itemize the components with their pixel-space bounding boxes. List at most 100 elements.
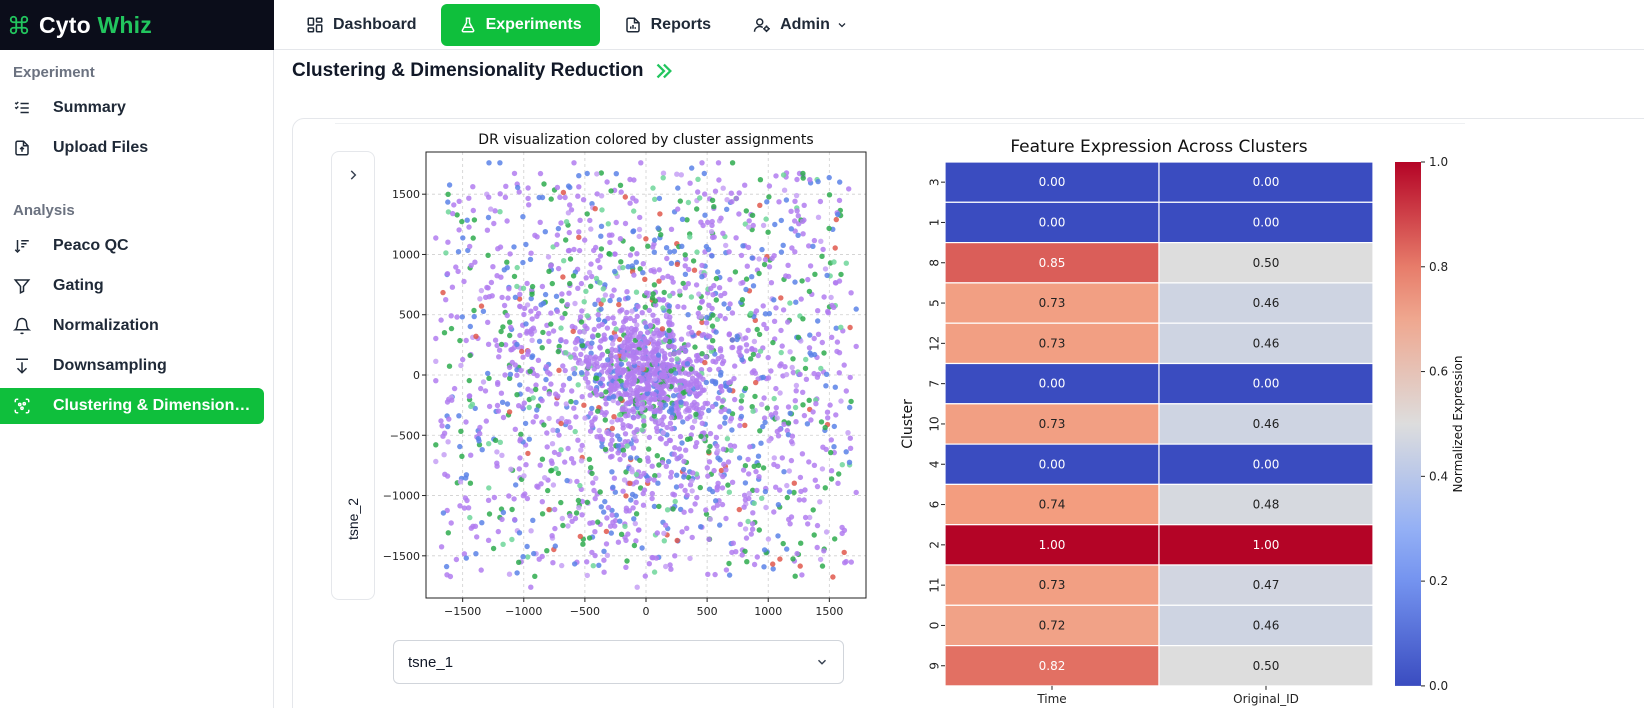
scatter-chart[interactable]: DR visualization colored by cluster assi… [378, 130, 868, 630]
sidebar-item-gating[interactable]: Gating [0, 268, 264, 304]
scatter-point [539, 345, 545, 351]
user-cog-icon [753, 17, 770, 32]
scatter-point [523, 462, 529, 468]
y-axis-selector-label[interactable]: tsne_2 [345, 497, 361, 540]
scatter-point [486, 511, 493, 517]
nav-reports[interactable]: Reports [606, 4, 729, 46]
scatter-point [718, 369, 724, 376]
scatter-point [737, 422, 743, 429]
sidebar-item-peaco-qc[interactable]: Peaco QC [0, 228, 264, 264]
scatter-point [577, 482, 583, 489]
scatter-point [734, 333, 740, 339]
scatter-point [829, 302, 835, 309]
scatter-point [795, 213, 801, 219]
scatter-point [725, 305, 732, 312]
sidebar-item-upload-files[interactable]: Upload Files [0, 130, 264, 166]
scatter-point [751, 561, 758, 568]
brand[interactable]: Cyto Whiz [0, 0, 274, 50]
scatter-point [818, 238, 824, 244]
heatmap-cell-label: 0.73 [1039, 417, 1066, 431]
scatter-point [805, 521, 811, 527]
scatter-point [519, 404, 525, 410]
expand-panel-button[interactable] [340, 162, 366, 188]
scatter-point [707, 516, 713, 522]
sidebar-item-downsampling[interactable]: Downsampling [0, 348, 264, 384]
scatter-point [679, 529, 685, 535]
sidebar-item-clustering[interactable]: Clustering & Dimensiona... [0, 388, 264, 424]
scatter-point [546, 506, 552, 513]
scatter-point [549, 460, 555, 466]
scatter-point [742, 548, 748, 554]
scatter-point [738, 398, 745, 404]
scatter-point [630, 445, 637, 451]
scatter-point [482, 388, 489, 394]
scatter-point [801, 412, 808, 419]
scatter-point [562, 459, 568, 465]
scatter-point [715, 160, 722, 166]
scatter-point [741, 504, 747, 510]
scatter-point [787, 410, 793, 416]
scatter-point [633, 259, 639, 265]
scatter-point [534, 313, 540, 319]
scatter-point [774, 415, 780, 421]
scatter-point [588, 465, 594, 471]
scatter-point [781, 421, 787, 427]
scatter-point [611, 320, 617, 326]
scatter-point [655, 352, 662, 358]
scatter-point [783, 197, 790, 203]
scatter-point [592, 301, 598, 307]
scatter-point [548, 321, 554, 327]
scatter-point [485, 497, 492, 503]
scatter-point [500, 541, 506, 547]
scatter-point [632, 493, 639, 499]
sidebar-item-normalization[interactable]: Normalization [0, 308, 264, 344]
scatter-point [753, 468, 759, 475]
scatter-point [559, 315, 565, 321]
scatter-point [691, 418, 698, 424]
scatter-point [624, 379, 630, 385]
scatter-point [532, 573, 538, 579]
scatter-point [524, 302, 531, 308]
file-upload-icon [15, 140, 29, 156]
x-axis-select[interactable]: tsne_1 [393, 640, 844, 684]
scatter-point [660, 297, 666, 303]
heatmap-cell [1158, 443, 1374, 486]
scatter-point [641, 470, 647, 477]
scatter-point [685, 405, 692, 412]
nav-admin[interactable]: Admin [735, 4, 866, 46]
scatter-point [524, 280, 530, 287]
scatter-point [587, 217, 593, 224]
sidebar-item-summary[interactable]: Summary [0, 90, 264, 126]
scatter-point [655, 225, 661, 231]
scatter-point [555, 393, 561, 399]
scatter-point [631, 208, 637, 214]
heatmap-cell-label: 0.47 [1253, 578, 1280, 592]
scatter-point [509, 506, 515, 513]
scatter-point [748, 356, 754, 362]
scatter-point [821, 548, 827, 554]
scatter-point [699, 274, 705, 280]
top-nav: Dashboard Experiments Reports Admin [274, 0, 1644, 50]
scatter-point [589, 273, 595, 280]
nav-dashboard[interactable]: Dashboard [288, 4, 435, 46]
scatter-point [667, 314, 673, 320]
scatter-point [623, 564, 629, 570]
scatter-point [608, 188, 614, 194]
scatter-point [843, 388, 849, 394]
scatter-point [459, 218, 465, 225]
scatter-point [588, 410, 594, 416]
scatter-point [528, 295, 534, 302]
scatter-point [709, 218, 715, 225]
scatter-point [756, 474, 762, 480]
scatter-point [520, 493, 526, 499]
nav-experiments[interactable]: Experiments [440, 3, 600, 46]
scatter-point [633, 499, 639, 506]
scatter-point [620, 422, 626, 428]
scatter-point [570, 273, 577, 279]
scatter-point [634, 251, 640, 257]
scatter-point [632, 434, 638, 440]
scatter-point [470, 235, 476, 241]
nav-experiments-label: Experiments [485, 15, 582, 33]
scatter-point [608, 530, 614, 536]
